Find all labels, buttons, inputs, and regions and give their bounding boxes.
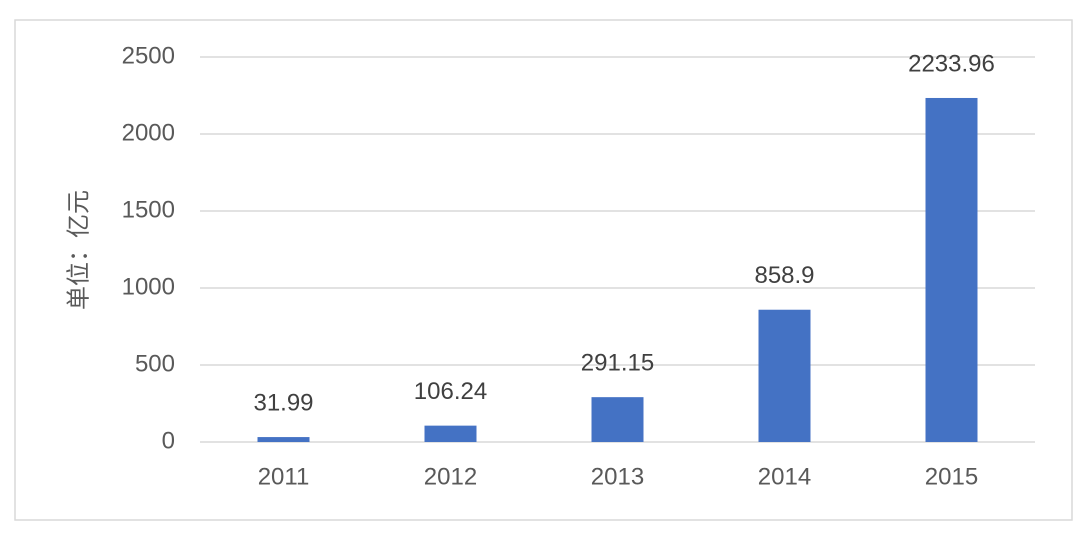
y-tick-label: 2500 bbox=[122, 42, 175, 69]
y-axis-label: 单位：亿元 bbox=[65, 190, 92, 310]
y-tick-label: 2000 bbox=[122, 119, 175, 146]
bar bbox=[591, 397, 644, 442]
bar bbox=[424, 425, 477, 442]
y-tick-label: 1000 bbox=[122, 273, 175, 300]
bar bbox=[758, 309, 811, 442]
bar bbox=[257, 437, 310, 442]
y-tick-label: 0 bbox=[162, 427, 175, 454]
y-tick-label: 500 bbox=[135, 350, 175, 377]
x-tick-label: 2012 bbox=[424, 463, 477, 490]
bar bbox=[925, 97, 978, 443]
data-label: 106.24 bbox=[414, 378, 487, 405]
data-label: 858.9 bbox=[754, 262, 814, 289]
chart-border bbox=[14, 19, 1073, 521]
data-label: 291.15 bbox=[581, 350, 654, 377]
data-label: 2233.96 bbox=[908, 50, 995, 77]
x-tick-label: 2014 bbox=[758, 463, 811, 490]
x-tick-label: 2011 bbox=[258, 463, 310, 490]
x-tick-label: 2015 bbox=[925, 463, 978, 490]
x-tick-label: 2013 bbox=[591, 463, 644, 490]
y-tick-label: 1500 bbox=[122, 196, 175, 223]
data-label: 31.99 bbox=[253, 389, 313, 416]
